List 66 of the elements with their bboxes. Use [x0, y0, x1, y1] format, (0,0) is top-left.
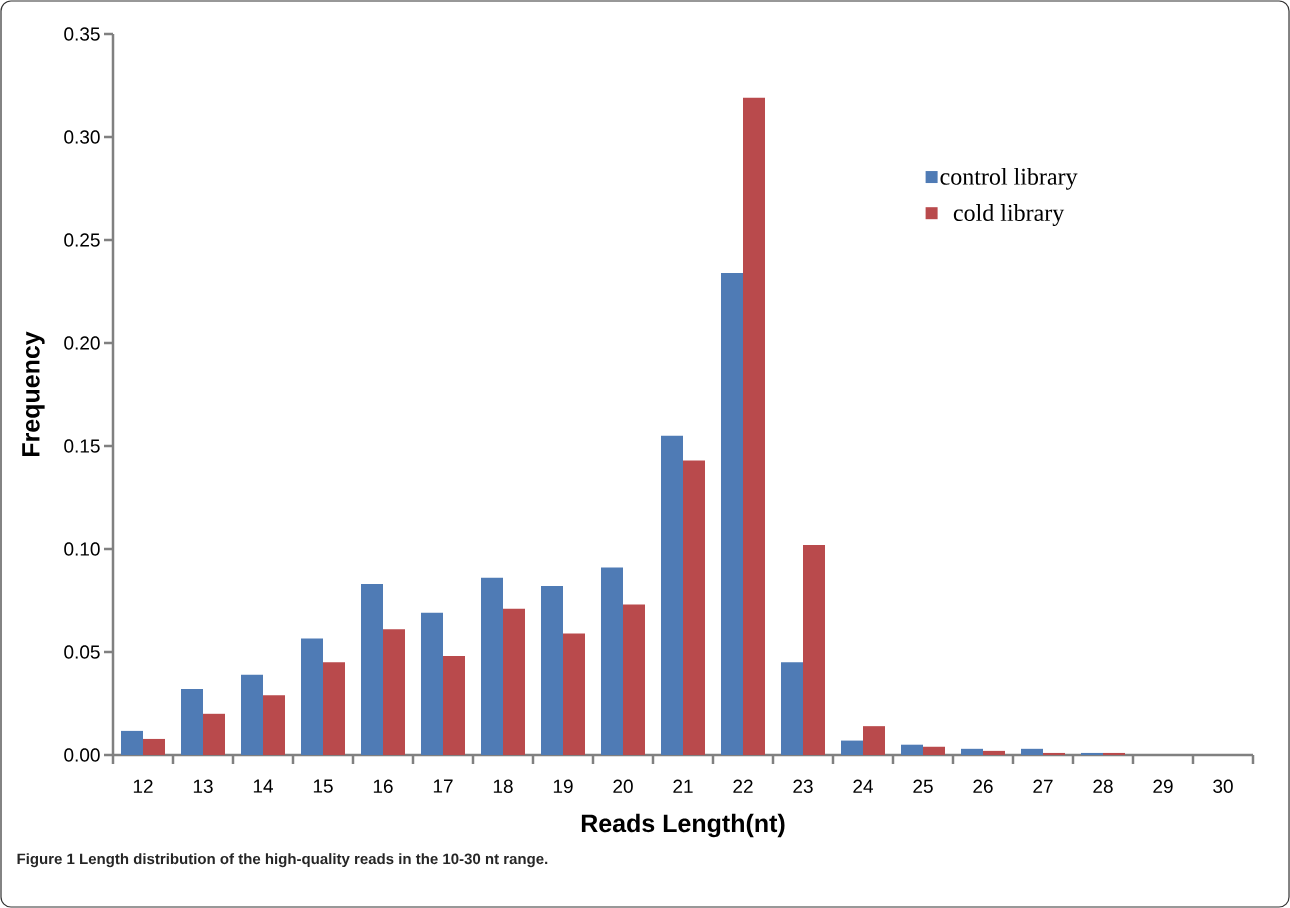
x-tick-label: 16	[373, 779, 393, 793]
legend-label: cold library	[953, 204, 1065, 226]
bar	[803, 544, 825, 755]
bar	[743, 97, 765, 755]
y-tick-label: 0.20	[64, 336, 100, 350]
x-tick-label: 23	[793, 779, 813, 793]
bar	[1043, 752, 1065, 755]
bar	[541, 586, 563, 755]
bar	[841, 740, 863, 755]
y-tick-label: 0.30	[64, 130, 100, 144]
x-tick-label: 29	[1153, 779, 1173, 793]
x-tick-label: 24	[853, 779, 873, 793]
bar	[623, 604, 645, 755]
x-tick-label: 19	[553, 779, 573, 793]
bar	[721, 272, 743, 755]
bar	[563, 633, 585, 755]
x-tick-label: 22	[733, 779, 753, 793]
y-axis-title: Frequency	[22, 331, 45, 457]
x-tick-label: 15	[313, 779, 333, 793]
bar	[121, 730, 143, 755]
x-tick-label: 12	[133, 779, 153, 793]
bar	[481, 577, 503, 755]
x-tick-label: 17	[433, 779, 453, 793]
bar	[923, 746, 945, 755]
y-tick-label: 0.35	[64, 27, 100, 41]
bar	[863, 726, 885, 755]
bar	[1103, 752, 1125, 755]
bar	[203, 713, 225, 755]
bar	[781, 662, 803, 755]
bar	[421, 612, 443, 755]
bar	[143, 738, 165, 755]
x-tick-label: 30	[1213, 779, 1233, 793]
y-tick-label: 0.05	[64, 645, 100, 659]
bar	[1081, 752, 1103, 755]
bar	[443, 656, 465, 755]
bar	[323, 662, 345, 755]
y-tick-label: 0.00	[64, 748, 100, 762]
bar	[961, 748, 983, 755]
x-tick-label: 20	[613, 779, 633, 793]
x-tick-label: 28	[1093, 779, 1113, 793]
x-tick-label: 18	[493, 779, 513, 793]
bar	[661, 435, 683, 755]
bar	[601, 567, 623, 755]
text: Figure 1 Length distribution of the high-quality reads in the 10-30 nt range.	[17, 853, 548, 868]
x-tick-label: 13	[193, 779, 213, 793]
bar	[301, 638, 323, 755]
bar	[241, 674, 263, 755]
y-tick-label: 0.25	[64, 233, 100, 247]
x-axis-title: Reads Length(nt)	[581, 813, 785, 838]
x-tick-label: 27	[1033, 779, 1053, 793]
bar	[983, 750, 1005, 755]
bar	[263, 695, 285, 755]
bar	[181, 689, 203, 755]
y-tick-label: 0.10	[64, 542, 100, 556]
x-tick-label: 14	[253, 779, 274, 793]
x-tick-label: 26	[973, 779, 993, 793]
bar	[503, 608, 525, 755]
x-tick-label: 21	[673, 779, 693, 793]
bar	[361, 584, 383, 755]
bar	[1021, 748, 1043, 755]
bar	[683, 460, 705, 755]
y-tick-label: 0.15	[64, 439, 100, 453]
x-tick-label: 25	[913, 779, 933, 793]
legend-label: control library	[940, 167, 1078, 190]
bar	[901, 744, 923, 755]
bar	[383, 629, 405, 755]
